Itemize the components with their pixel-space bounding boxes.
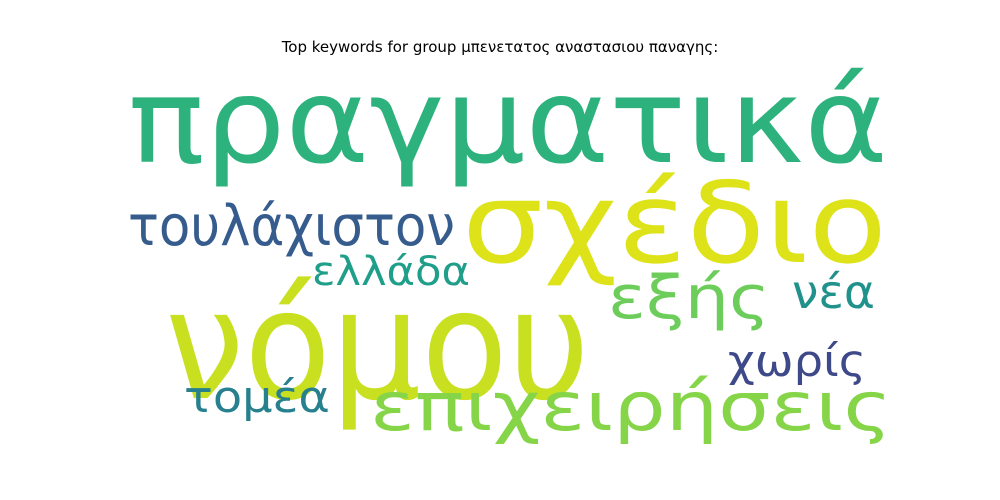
word-0: πραγματικά	[128, 52, 888, 190]
word-9: επιχειρήσεις	[370, 368, 892, 447]
word-6: νέα	[792, 265, 875, 319]
word-4: ελλάδα	[312, 249, 470, 295]
word-8: τομέα	[184, 372, 330, 423]
word-2: νόμου	[165, 257, 590, 434]
chart-title: Top keywords for group μπενετατος αναστα…	[281, 38, 719, 56]
word-3: τουλάχιστον	[128, 194, 455, 259]
word-5: εξής	[608, 263, 770, 333]
word-7: χωρίς	[728, 336, 866, 387]
word-1: σχέδιο	[462, 159, 887, 289]
